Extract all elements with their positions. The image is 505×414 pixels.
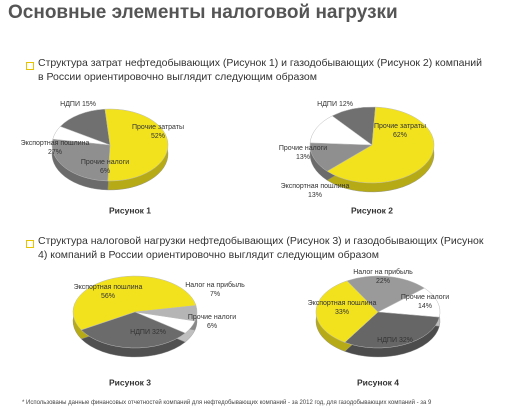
value-label: 14% xyxy=(418,303,432,310)
value-label: 6% xyxy=(100,168,110,175)
slice-label: Прочие налоги xyxy=(81,159,129,166)
slice xyxy=(346,275,425,313)
value-label: 22% xyxy=(376,278,390,285)
slice-label: Прочие налоги xyxy=(188,314,236,321)
slice xyxy=(80,311,186,349)
slice xyxy=(315,280,379,343)
slice-label: Прочие затраты xyxy=(132,124,184,131)
value-label: 32% xyxy=(152,329,166,336)
bullet xyxy=(26,62,34,70)
footnote: * Использованы данные финансовых отчетно… xyxy=(22,400,432,406)
slice-label: Прочие налоги xyxy=(279,145,327,152)
slice-label: НДПИ xyxy=(130,329,150,336)
value-label: 33% xyxy=(335,309,349,316)
slice-label: Прочие затраты xyxy=(374,123,426,130)
slice xyxy=(52,126,111,146)
value-label: 12% xyxy=(339,101,353,108)
slice xyxy=(326,106,435,184)
paragraph: Структура налоговой нагрузки нефтедобыва… xyxy=(38,235,484,261)
value-label: 13% xyxy=(296,154,310,161)
value-label: 27% xyxy=(48,149,62,156)
caption: Рисунок 4 xyxy=(357,377,399,387)
slice-label: Экспортная пошлина xyxy=(21,140,90,147)
slice-label: Экспортная пошлина xyxy=(74,284,143,291)
slice xyxy=(104,108,169,182)
caption: Рисунок 2 xyxy=(351,205,393,215)
slice xyxy=(72,275,197,331)
value-label: 15% xyxy=(82,101,96,108)
value-label: 62% xyxy=(393,132,407,139)
slice xyxy=(377,287,441,318)
value-label: 32% xyxy=(399,337,413,344)
slice-label: Налог на прибыль xyxy=(353,268,413,276)
slice-label: Прочие налоги xyxy=(401,294,449,301)
slice-label: НДПИ xyxy=(317,101,337,108)
slice xyxy=(59,108,111,146)
value-label: 13% xyxy=(308,192,322,199)
slice-label: НДПИ xyxy=(60,101,80,108)
bullet xyxy=(26,240,34,248)
paragraph: Структура затрат нефтедобывающих (Рисуно… xyxy=(38,57,482,83)
value-label: 6% xyxy=(207,323,217,330)
value-label: 7% xyxy=(210,291,220,298)
slice-label: НДПИ xyxy=(377,337,397,344)
slice-label: Налог на прибыль xyxy=(185,281,245,289)
value-label: 52% xyxy=(151,133,165,140)
slice-label: Экспортная пошлина xyxy=(308,300,377,307)
slice xyxy=(309,115,373,146)
slice-label: Экспортная пошлина xyxy=(281,183,350,190)
slide-title: Основные элементы налоговой нагрузки xyxy=(8,2,398,23)
value-label: 56% xyxy=(101,293,115,300)
caption: Рисунок 1 xyxy=(109,205,151,215)
slice xyxy=(51,138,111,182)
caption: Рисунок 3 xyxy=(109,377,151,387)
